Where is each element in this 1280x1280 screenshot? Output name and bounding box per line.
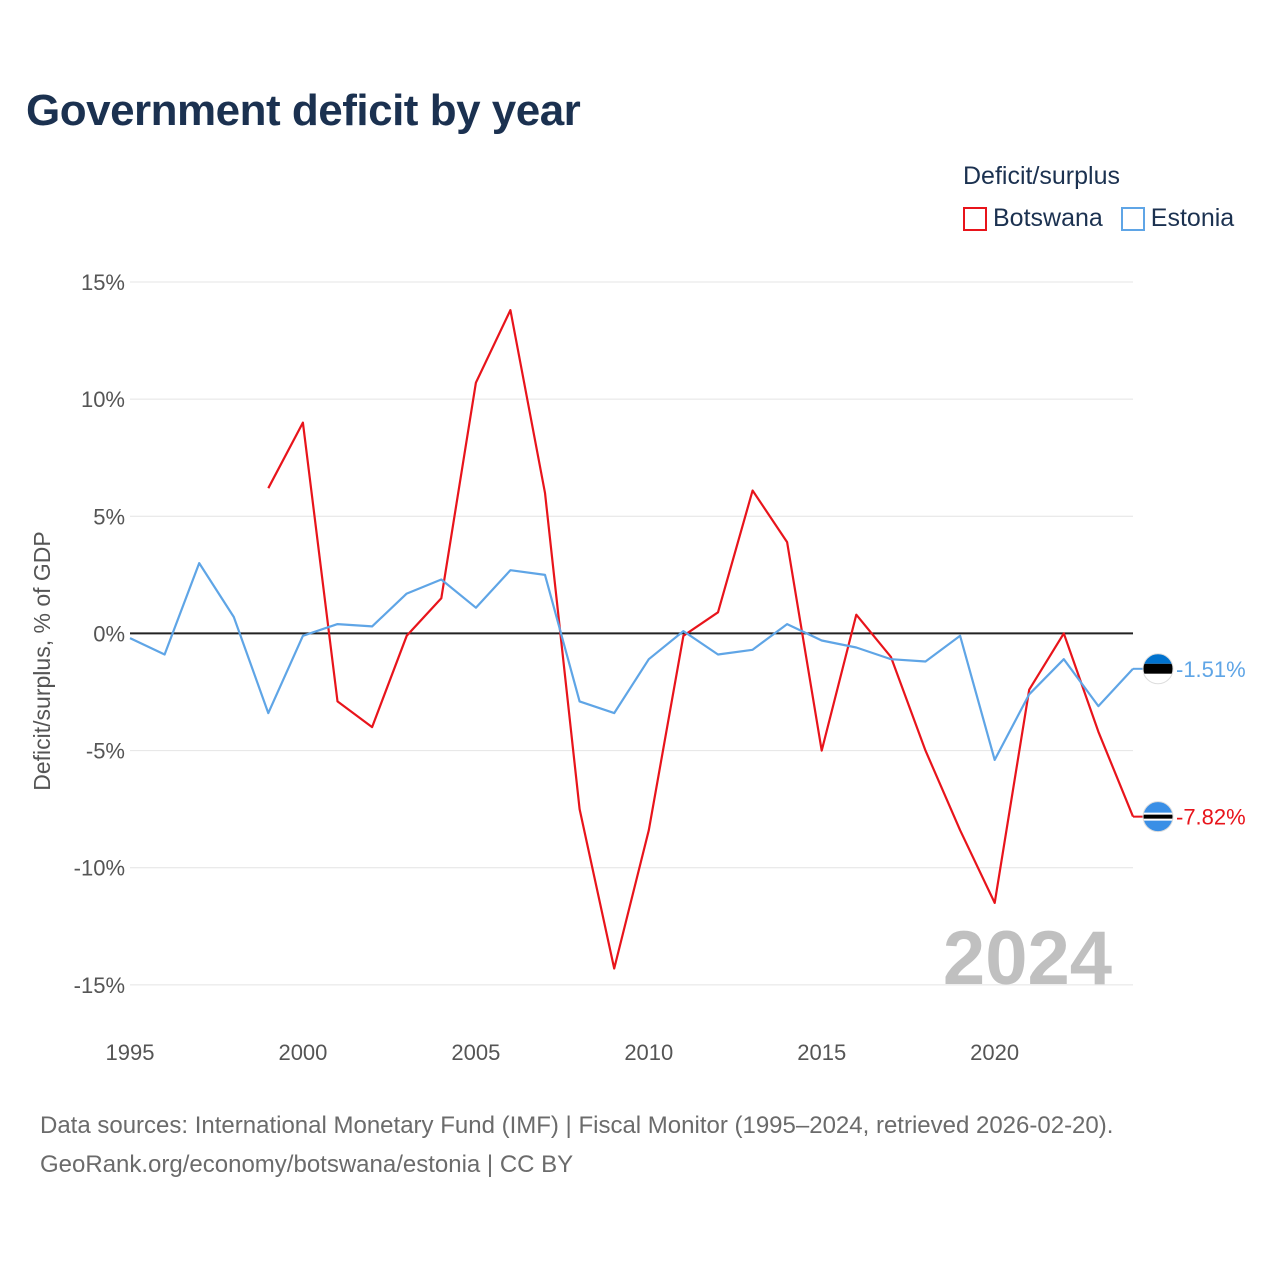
- series-lines: [129, 309, 1135, 970]
- y-tick-label: 10%: [81, 387, 125, 412]
- flag-band-black: [1143, 814, 1173, 819]
- legend-swatch-botswana: [963, 206, 987, 231]
- flag-outline: [1142, 801, 1174, 833]
- series-line-estonia: [129, 562, 1134, 761]
- x-tick-label: 2020: [970, 1040, 1019, 1065]
- y-tick-label: -10%: [74, 856, 125, 881]
- y-tick-label: -15%: [74, 973, 125, 998]
- chart-area: 15% 10% 5% 0% -5% -10% -15% 1995 2000 2005 2010 20…: [29, 270, 1246, 1065]
- y-tick-label: 5%: [93, 504, 125, 529]
- end-value-label-botswana: -7.82%: [1176, 805, 1246, 830]
- x-tick-label: 2000: [278, 1040, 327, 1065]
- x-axis-ticks: 1995 2000 2005 2010 2015 2020: [106, 1040, 1020, 1065]
- y-axis-ticks: 15% 10% 5% 0% -5% -10% -15%: [74, 270, 125, 998]
- footer-source: Data sources: International Monetary Fun…: [40, 1112, 1114, 1139]
- legend-item-estonia[interactable]: Estonia: [1120, 204, 1235, 233]
- footer: Data sources: International Monetary Fun…: [40, 1106, 1113, 1184]
- y-tick-label: 15%: [81, 270, 125, 295]
- flag-marker-botswana: [1142, 801, 1174, 833]
- y-tick-label: 0%: [93, 621, 125, 646]
- legend-item-botswana[interactable]: Botswana: [963, 204, 1103, 233]
- footer-credit[interactable]: GeoRank.org/economy/botswana/estonia | C…: [40, 1151, 574, 1178]
- y-tick-label: -5%: [86, 739, 125, 764]
- chart-title: Government deficit by year: [26, 86, 581, 135]
- gridlines: [130, 281, 1133, 986]
- flag-marker-estonia: [1142, 653, 1174, 685]
- y-axis-label: Deficit/surplus, % of GDP: [29, 531, 55, 790]
- legend-swatch-estonia: [1120, 206, 1145, 231]
- year-overlay: 2024: [943, 916, 1112, 1001]
- series-line-botswana: [267, 309, 1135, 970]
- end-value-label-estonia: -1.51%: [1176, 657, 1246, 682]
- legend-label-botswana: Botswana: [993, 204, 1103, 232]
- x-tick-label: 2010: [624, 1040, 673, 1065]
- legend: Botswana Estonia: [963, 204, 1252, 233]
- flag-outline: [1142, 653, 1174, 685]
- flag-band-blue: [1143, 653, 1173, 664]
- flag-band-black: [1143, 663, 1173, 674]
- legend-label-estonia: Estonia: [1150, 204, 1235, 232]
- x-tick-label: 2005: [451, 1040, 500, 1065]
- end-markers: -7.82% -1.51%: [1133, 653, 1246, 833]
- legend-title: Deficit/surplus: [963, 162, 1120, 190]
- flag-band-white: [1143, 673, 1173, 684]
- x-tick-label: 2015: [797, 1040, 846, 1065]
- x-tick-label: 1995: [106, 1040, 155, 1065]
